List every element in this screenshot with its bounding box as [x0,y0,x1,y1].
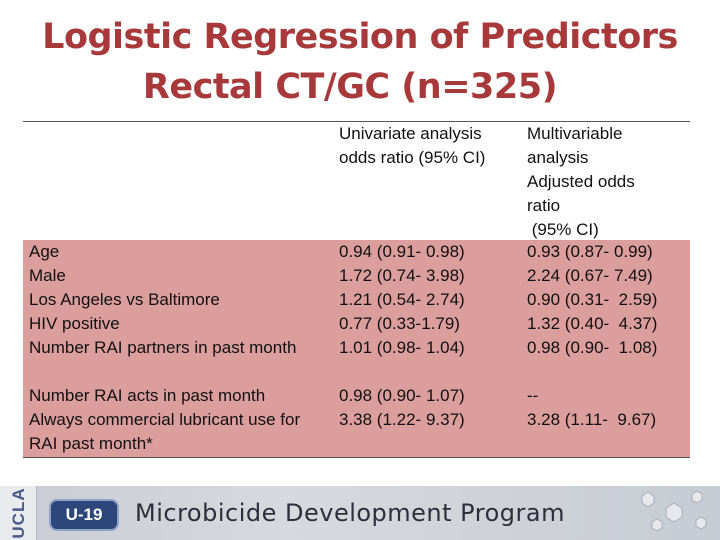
row-univariate: 0.77 (0.33-1.79) [339,314,460,333]
row-multivariable: 2.24 (0.67- 7.49) [527,266,653,285]
row-univariate: 0.98 (0.90- 1.07) [339,386,465,405]
row-label: Age [29,242,60,261]
table-row: Number RAI partners in past month 1.01 (… [23,336,690,384]
row-label: Number RAI acts in past month [29,386,266,405]
row-label: Number RAI partners in past month [29,338,297,357]
header-multivariable: Multivariable analysis Adjusted odds rat… [527,122,635,242]
row-multivariable: 0.98 (0.90- 1.08) [527,338,658,357]
table-body-band [23,240,690,457]
header-multivariable-line: (95% CI) [527,220,599,239]
row-multivariable: 0.93 (0.87- 0.99) [527,242,653,261]
ucla-strip: UCLA [0,486,37,540]
program-name: Microbicide Development Program [135,499,565,527]
regression-table: Univariate analysis odds ratio (95% CI) … [23,121,690,458]
table-row: Age 0.94 (0.91- 0.98) 0.93 (0.87- 0.99) [23,240,690,264]
u19-badge: U-19 [49,499,119,531]
table-header-band [23,122,690,240]
row-univariate: 1.21 (0.54- 2.74) [339,290,465,309]
slide-title-line-2: Rectal CT/GC (n=325) [142,67,558,107]
row-multivariable: 1.32 (0.40- 4.37) [527,314,658,333]
row-univariate: 3.38 (1.22- 9.37) [339,410,465,429]
header-multivariable-line: analysis [527,148,589,167]
table-row: HIV positive 0.77 (0.33-1.79) 1.32 (0.40… [23,312,690,336]
row-label: Always commercial lubricant use for RAI … [29,410,301,453]
header-multivariable-line: Multivariable [527,124,623,143]
row-multivariable: -- [527,386,539,405]
row-univariate: 0.94 (0.91- 0.98) [339,242,465,261]
row-label: Los Angeles vs Baltimore [29,290,220,309]
row-multivariable: 3.28 (1.11- 9.67) [527,410,657,429]
row-univariate: 1.01 (0.98- 1.04) [339,338,465,357]
ucla-logo: UCLA [9,487,28,539]
header-univariate-line: odds ratio (95% CI) [339,148,486,167]
molecule-decoration-icon [641,490,707,532]
row-label: Male [29,266,66,285]
header-multivariable-line: Adjusted odds [527,172,635,191]
slide-title-line-1: Logistic Regression of Predictors [42,17,678,57]
table-row: Number RAI acts in past month 0.98 (0.90… [23,384,690,408]
table-row: Los Angeles vs Baltimore 1.21 (0.54- 2.7… [23,288,690,312]
header-univariate-line: Univariate analysis [339,124,482,143]
slide-title: Logistic Regression of Predictors Rectal… [0,12,720,112]
header-univariate: Univariate analysis odds ratio (95% CI) [339,122,485,170]
row-multivariable: 0.90 (0.31- 2.59) [527,290,658,309]
table-row: Male 1.72 (0.74- 3.98) 2.24 (0.67- 7.49) [23,264,690,288]
table-row: Always commercial lubricant use for RAI … [23,408,690,456]
row-univariate: 1.72 (0.74- 3.98) [339,266,465,285]
row-label: HIV positive [29,314,120,333]
header-multivariable-line: ratio [527,196,561,215]
footer-banner: UCLA U-19 Microbicide Development Progra… [0,486,720,540]
